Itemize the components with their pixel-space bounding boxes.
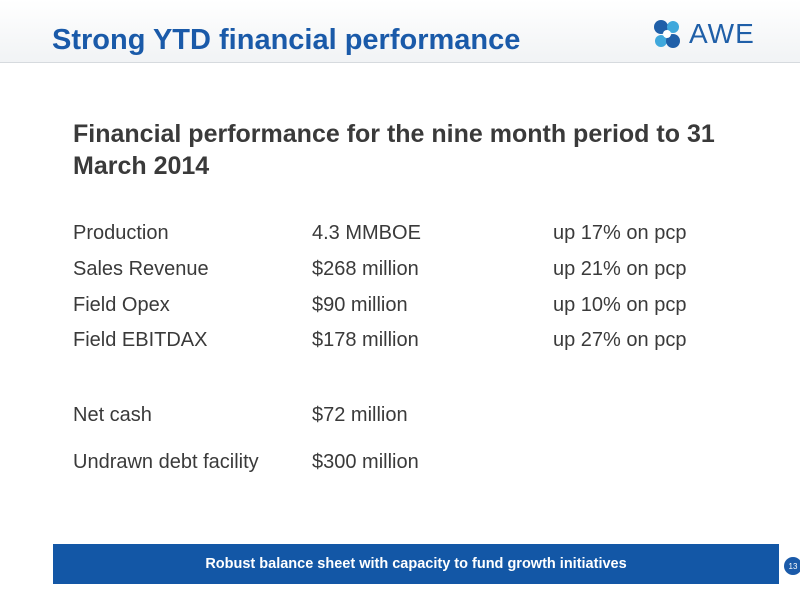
table-row: Net cash $72 million	[0, 404, 800, 430]
slide-subtitle: Financial performance for the nine month…	[73, 120, 715, 180]
metric-label: Undrawn debt facility	[73, 451, 259, 473]
metric-label: Sales Revenue	[73, 258, 209, 280]
metric-value: $268 million	[312, 258, 419, 280]
metric-change: up 27% on pcp	[553, 329, 687, 351]
page-number-badge: 13	[784, 557, 800, 575]
company-logo: AWE	[652, 18, 755, 50]
logo-text: AWE	[689, 18, 755, 49]
table-row: Field Opex $90 million up 10% on pcp	[0, 294, 800, 320]
table-row: Field EBITDAX $178 million up 27% on pcp	[0, 329, 800, 355]
summary-banner: Robust balance sheet with capacity to fu…	[53, 544, 779, 584]
slide-header: Strong YTD financial performance AWE	[0, 0, 800, 63]
table-row: Production 4.3 MMBOE up 17% on pcp	[0, 222, 800, 248]
awe-logo-icon	[654, 20, 680, 48]
metric-value: $300 million	[312, 451, 419, 473]
metric-value: $90 million	[312, 294, 408, 316]
metric-change: up 17% on pcp	[553, 222, 687, 244]
table-row: Sales Revenue $268 million up 21% on pcp	[0, 258, 800, 284]
metric-change: up 21% on pcp	[553, 258, 687, 280]
metric-label: Net cash	[73, 404, 152, 426]
metric-label: Field EBITDAX	[73, 329, 208, 351]
metric-change: up 10% on pcp	[553, 294, 687, 316]
metric-label: Field Opex	[73, 294, 170, 316]
metric-value: 4.3 MMBOE	[312, 222, 421, 244]
slide-title: Strong YTD financial performance	[52, 24, 521, 56]
table-row: Undrawn debt facility $300 million	[0, 451, 800, 477]
metric-value: $178 million	[312, 329, 419, 351]
metric-label: Production	[73, 222, 169, 244]
metric-value: $72 million	[312, 404, 408, 426]
